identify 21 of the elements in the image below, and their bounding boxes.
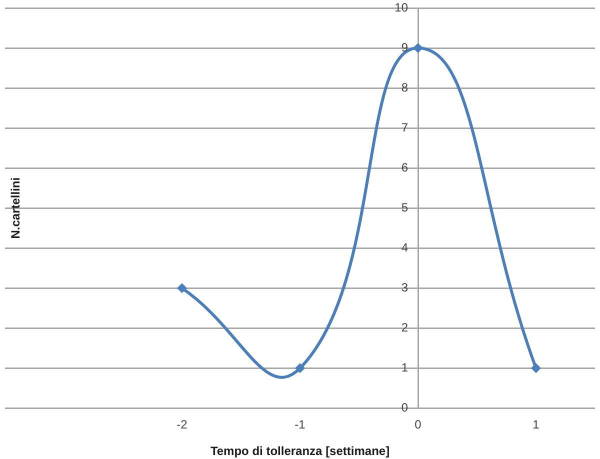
y-tick-label: 10 [394,0,408,14]
point [177,283,187,294]
x-tick-label: -1 [294,418,306,432]
x-tick-label: 0 [414,418,422,432]
y-tick-label: 9 [401,40,408,54]
y-tick-label: 6 [401,160,408,174]
point [295,363,305,374]
y-axis-title: N.cartellini [8,177,22,239]
y-tick-label: 2 [401,320,408,334]
x-tick-label: 1 [532,418,540,432]
y-tick-label: 0 [401,400,408,415]
point [413,43,423,54]
x-tick-label: -2 [176,418,188,432]
y-tick-label: 3 [401,280,408,294]
y-tick-label: 7 [401,120,408,134]
y-tick-label: 8 [401,80,408,94]
x-axis-title: Tempo di tolleranza [settimane] [210,444,390,458]
y-tick-label: 4 [401,240,408,254]
y-tick-label: 5 [401,200,408,214]
y-tick-label: 1 [401,360,408,374]
point [531,363,541,374]
